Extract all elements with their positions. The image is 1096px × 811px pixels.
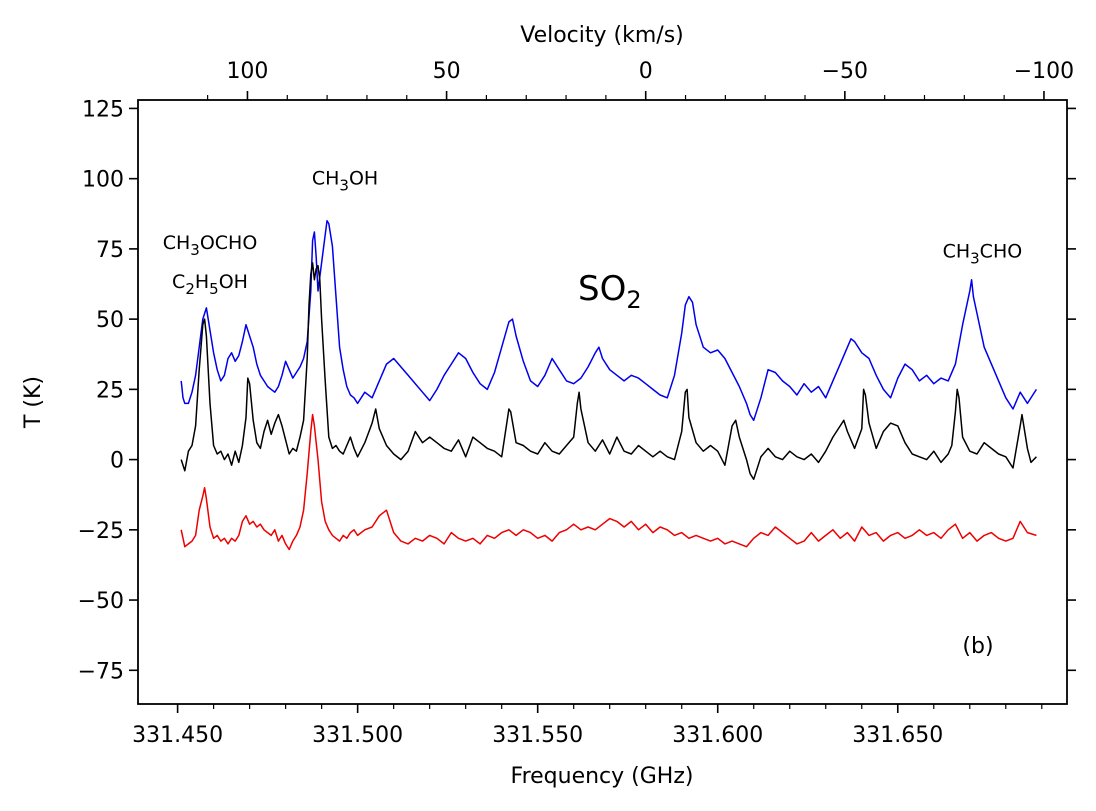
y-tick-label: 75 <box>96 238 124 263</box>
molecule-label: CH3CHO <box>943 240 1023 267</box>
molecule-label-subscript: 2 <box>185 280 195 298</box>
molecule-label-subscript: 5 <box>209 280 219 298</box>
velocity-tick-label: 0 <box>639 59 653 84</box>
so2-label: SO2 <box>578 269 642 314</box>
y-tick-label: 0 <box>110 449 124 474</box>
velocity-tick-label: 100 <box>226 59 268 84</box>
y-tick-label: −50 <box>78 589 124 614</box>
molecule-label-part: CH <box>943 240 971 262</box>
plot-frame <box>137 99 1068 705</box>
ticks-layer: 331.450 331.500 331.550 331.600 331.650 −75 −5… <box>78 59 1076 748</box>
series-line-red <box>180 413 1037 551</box>
molecule-label-part: OH <box>219 271 248 293</box>
x-tick-label: 331.450 <box>132 723 223 748</box>
series-layer <box>180 220 1038 551</box>
y-tick-label: −75 <box>78 659 124 684</box>
molecule-label-subscript: 3 <box>190 241 200 259</box>
molecule-label-part: H <box>195 271 209 293</box>
molecule-label: CH3OH <box>312 167 378 194</box>
top-axis-title: Velocity (km/s) <box>520 23 684 48</box>
y-axis-title: T (K) <box>21 376 46 429</box>
so2-label-base: SO <box>578 269 626 309</box>
y-tick-label: 125 <box>82 97 124 122</box>
molecule-label-part: CH <box>163 232 191 254</box>
molecule-label-part: OCHO <box>200 232 257 254</box>
x-axis-title: Frequency (GHz) <box>511 764 694 789</box>
velocity-tick-label: 50 <box>433 59 461 84</box>
molecule-label: CH3OCHO <box>163 232 258 259</box>
y-tick-label: 50 <box>96 308 124 333</box>
series-line-blue <box>180 220 1038 422</box>
so2-label-subscript: 2 <box>626 286 641 314</box>
velocity-tick-label: −100 <box>1014 59 1074 84</box>
molecule-label-part: C <box>172 271 185 293</box>
y-tick-label: 25 <box>96 378 124 403</box>
molecule-label-part: CHO <box>980 240 1023 262</box>
y-tick-label: −25 <box>78 519 124 544</box>
x-tick-label: 331.600 <box>672 723 763 748</box>
molecule-label-subscript: 3 <box>339 176 349 194</box>
molecule-label-subscript: 3 <box>970 249 980 267</box>
molecule-label: C2H5OH <box>172 271 248 298</box>
molecule-label-part: CH <box>312 167 340 189</box>
molecule-label-part: OH <box>349 167 378 189</box>
series-line-black <box>180 262 1037 481</box>
x-tick-label: 331.550 <box>492 723 583 748</box>
velocity-tick-label: −50 <box>822 59 868 84</box>
y-tick-label: 100 <box>82 168 124 193</box>
x-tick-label: 331.650 <box>852 723 943 748</box>
panel-label: (b) <box>962 634 993 659</box>
x-tick-label: 331.500 <box>312 723 403 748</box>
